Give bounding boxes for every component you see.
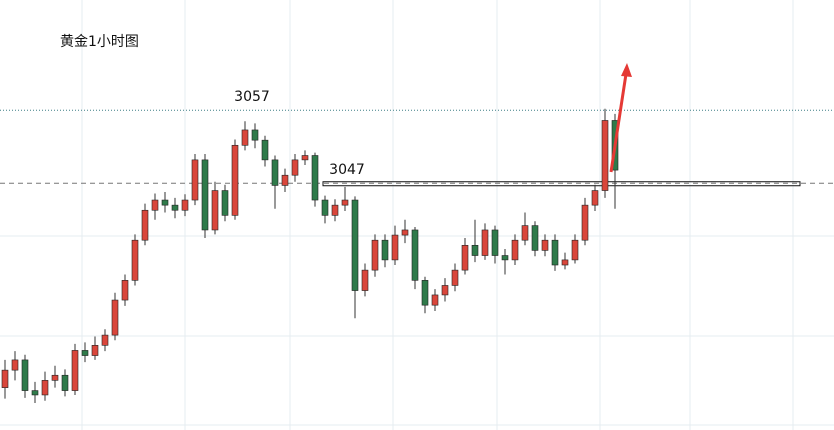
candle-body xyxy=(471,244,479,256)
candle-body xyxy=(391,234,399,261)
candle-body xyxy=(371,239,379,271)
candle-body xyxy=(21,359,29,391)
candle-body xyxy=(71,350,79,391)
candle-body xyxy=(181,199,189,211)
candle-body xyxy=(31,390,39,396)
candle-body xyxy=(411,229,419,281)
chart-title: 黄金1小时图 xyxy=(60,33,139,50)
candle-body xyxy=(211,190,219,231)
candle-body xyxy=(351,199,359,291)
level-label: 3057 xyxy=(234,89,270,105)
candle-body xyxy=(311,155,319,201)
candle-body xyxy=(51,374,59,381)
candle-body xyxy=(321,199,329,216)
candle-body xyxy=(131,239,139,281)
candle-body xyxy=(11,359,19,371)
levels: 3057 3047 xyxy=(0,89,834,187)
candle-body xyxy=(601,120,609,191)
candle-body xyxy=(381,239,389,261)
candle-body xyxy=(571,239,579,261)
candle-body xyxy=(511,239,519,261)
candle-body xyxy=(441,285,449,296)
candle-body xyxy=(431,294,439,306)
candle-body xyxy=(291,159,299,176)
candle-body xyxy=(591,190,599,206)
arrow-shaft xyxy=(609,73,628,173)
candle-body xyxy=(401,229,409,236)
candle-body xyxy=(331,204,339,216)
candle-body xyxy=(231,144,239,216)
candle-body xyxy=(531,225,539,251)
candle-body xyxy=(191,159,199,201)
candle-body xyxy=(521,225,529,241)
candle-body xyxy=(241,129,249,146)
candle-body xyxy=(111,299,119,336)
candle-body xyxy=(171,204,179,211)
candle-body xyxy=(101,334,109,346)
candle-body xyxy=(541,239,549,251)
candle-body xyxy=(491,229,499,256)
candle-body xyxy=(501,255,509,261)
level-band xyxy=(322,181,801,187)
level-label: 3047 xyxy=(329,162,365,178)
candle-body xyxy=(361,269,369,291)
candle-body xyxy=(461,244,469,271)
candle-body xyxy=(481,229,489,256)
candle-body xyxy=(81,350,89,356)
arrow-head xyxy=(621,63,632,77)
arrow xyxy=(609,63,632,173)
candle-body xyxy=(61,374,69,391)
candle-body xyxy=(1,369,9,388)
candle-body xyxy=(151,199,159,211)
candle-body xyxy=(261,139,269,161)
candle-body xyxy=(161,199,169,206)
candles xyxy=(1,108,619,403)
candle-body xyxy=(421,280,429,306)
candle-body xyxy=(91,345,99,356)
candle-body xyxy=(301,155,309,161)
candle-body xyxy=(271,159,279,186)
candle-body xyxy=(141,209,149,241)
candle-body xyxy=(41,380,49,396)
candle-body xyxy=(451,269,459,286)
candle-body xyxy=(281,174,289,186)
candle-body xyxy=(221,190,229,216)
candle-body xyxy=(341,199,349,206)
candle-body xyxy=(551,239,559,266)
candle-body xyxy=(561,259,569,266)
candle-body xyxy=(201,159,209,231)
candle-body xyxy=(121,280,129,301)
candle-body xyxy=(251,129,259,141)
candle-body xyxy=(581,204,589,241)
